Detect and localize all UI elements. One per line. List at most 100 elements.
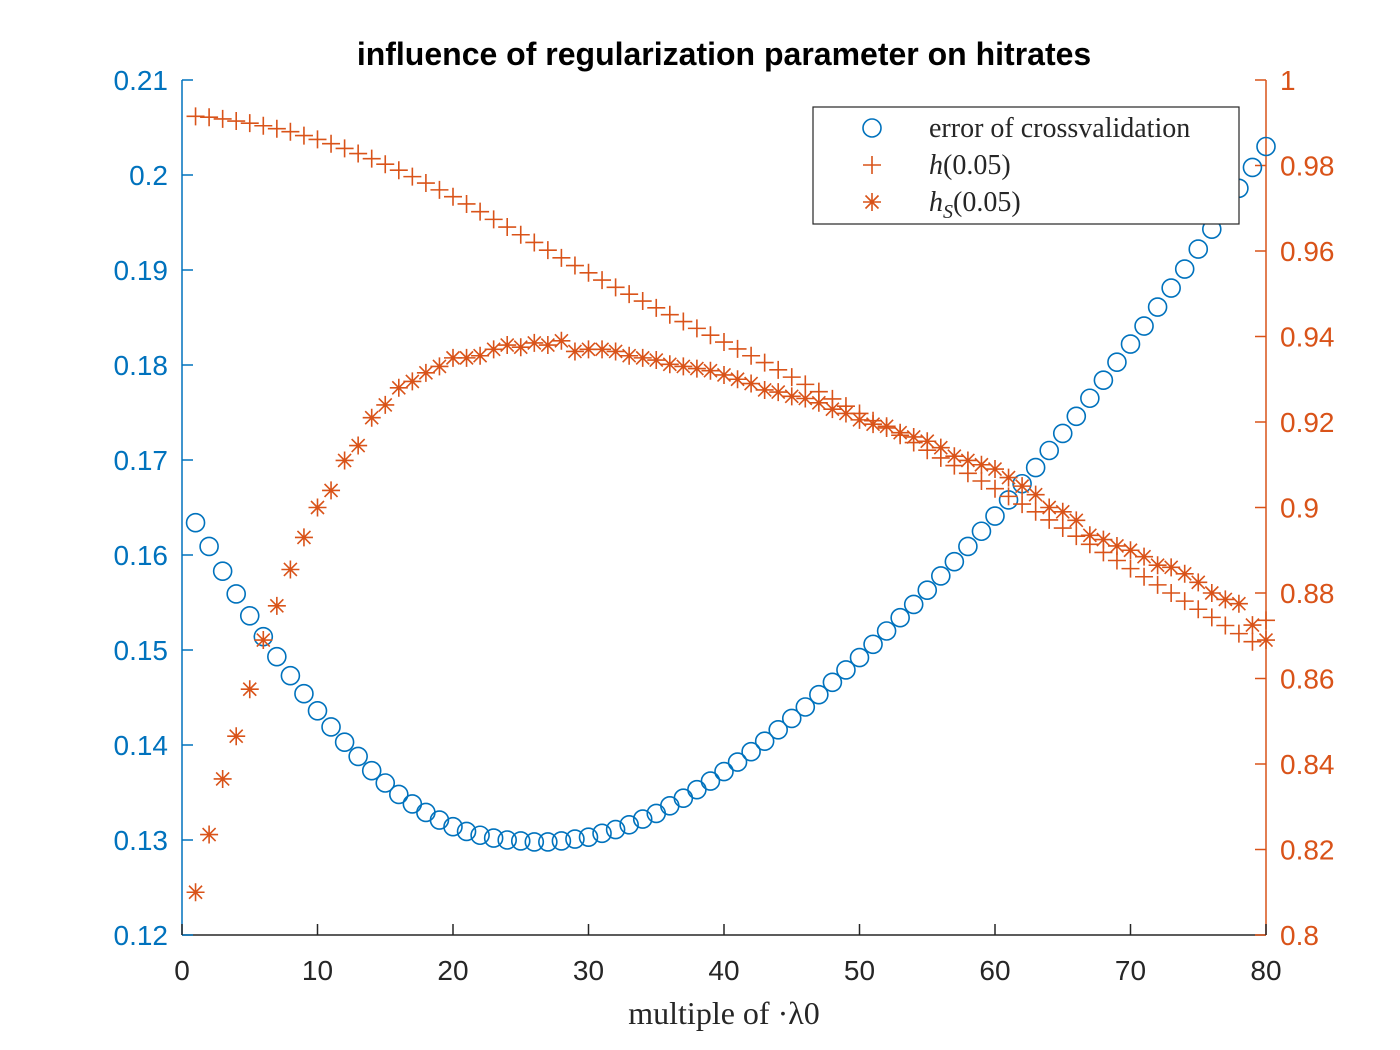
series-circle — [185, 136, 1276, 852]
h-point — [701, 326, 720, 345]
right-tick-label: 0.98 — [1280, 151, 1335, 182]
legend-label: h(0.05) — [929, 150, 1011, 181]
cv-error-point — [375, 773, 396, 793]
h-point — [430, 180, 449, 199]
cv-error-point — [497, 830, 518, 850]
cv-error-point — [863, 634, 883, 655]
x-tick-label: 70 — [1115, 955, 1146, 986]
hs-point — [782, 387, 801, 406]
h-point — [1067, 527, 1086, 546]
h-point — [728, 339, 747, 358]
hs-point — [389, 378, 408, 397]
cv-error-point — [768, 719, 789, 740]
hs-point — [565, 342, 584, 361]
hs-point — [1067, 511, 1086, 530]
cv-error-point — [876, 621, 897, 641]
cv-error-point — [429, 810, 450, 830]
cv-error-point — [714, 761, 734, 782]
h-point — [525, 233, 544, 252]
hs-point — [416, 363, 435, 382]
h-point — [308, 130, 327, 149]
hs-point — [186, 883, 205, 902]
h-point — [1162, 584, 1181, 602]
hs-point — [904, 427, 923, 446]
hs-point — [836, 404, 855, 423]
h-point — [281, 122, 300, 141]
cv-error-point — [578, 827, 599, 847]
hs-point — [1107, 536, 1126, 555]
h-point — [1202, 608, 1221, 627]
h-point — [687, 319, 706, 338]
h-point — [1148, 575, 1167, 594]
cv-error-point — [1188, 239, 1209, 259]
h-point — [484, 210, 503, 229]
cv-error-point — [294, 683, 314, 704]
hs-point — [1040, 498, 1059, 517]
cv-error-point — [212, 561, 233, 581]
legend-marker-circle — [862, 118, 882, 138]
cv-error-point — [443, 816, 463, 837]
h-point — [294, 126, 313, 145]
h-point — [240, 114, 259, 133]
h-point — [565, 256, 584, 275]
cv-error-point — [917, 580, 938, 600]
cv-error-point — [836, 660, 856, 680]
h-point — [647, 298, 666, 317]
cv-error-point — [700, 771, 721, 791]
cv-error-point — [551, 831, 572, 851]
cv-error-point — [754, 731, 775, 752]
cv-error-point — [727, 752, 748, 772]
cv-error-point — [538, 832, 558, 852]
hs-point — [687, 359, 706, 378]
cv-error-point — [361, 760, 382, 781]
hs-point — [403, 372, 422, 391]
h-point — [186, 107, 205, 126]
h-point — [742, 346, 761, 365]
h-point — [1121, 559, 1140, 578]
hs-point — [1148, 556, 1167, 575]
hs-point — [457, 348, 476, 367]
h-point — [986, 479, 1004, 498]
left-tick-label: 0.18 — [114, 350, 169, 381]
hs-point — [809, 393, 828, 412]
legend-marker-star — [863, 193, 881, 211]
left-tick-label: 0.17 — [114, 445, 169, 476]
cv-error-point — [1256, 136, 1276, 157]
hs-point — [877, 417, 896, 436]
hs-point — [1257, 631, 1275, 650]
h-point — [213, 109, 232, 128]
hs-point — [958, 451, 977, 470]
h-point — [1135, 567, 1154, 586]
cv-error-point — [185, 512, 206, 533]
h-point — [1257, 611, 1275, 630]
hs-point — [362, 408, 381, 427]
hs-point — [254, 631, 273, 650]
x-tick-label: 20 — [437, 955, 468, 986]
h-point — [755, 353, 774, 372]
hs-point — [1080, 526, 1099, 545]
cv-error-point — [619, 814, 639, 835]
hs-point — [1229, 594, 1248, 613]
h-point — [471, 202, 490, 221]
hs-point — [931, 438, 950, 457]
hs-point — [674, 357, 693, 376]
cv-error-point — [1134, 316, 1154, 336]
right-axis-ticks: 0.8 0.82 0.84 0.86 0.88 0.9 0.92 0.94 0.96 0.98 1 — [1255, 65, 1335, 951]
cv-error-point — [1107, 352, 1127, 372]
x-axis-ticks: 0 10 20 30 40 50 60 70 80 — [174, 924, 1282, 986]
cv-error-point — [524, 832, 545, 852]
cv-error-point — [239, 605, 260, 626]
h-point — [511, 225, 530, 244]
h-point — [782, 368, 801, 387]
hs-point — [349, 436, 368, 455]
hs-point — [484, 340, 503, 359]
hs-point — [579, 340, 598, 359]
cv-error-point — [226, 584, 246, 604]
hs-point — [1013, 477, 1032, 496]
right-tick-label: 0.86 — [1280, 664, 1335, 695]
plot-series — [185, 107, 1276, 902]
h-point — [972, 471, 991, 490]
cv-error-point — [930, 566, 951, 586]
h-point — [1243, 632, 1262, 651]
h-point — [606, 278, 625, 297]
